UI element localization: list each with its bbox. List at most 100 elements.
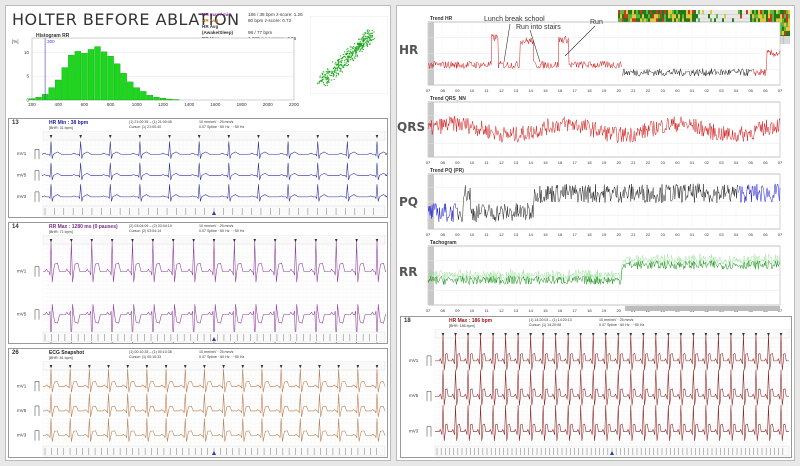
beat-marker: [90, 239, 94, 243]
strip-cursor: Cursor: (1) 00:10:33: [129, 355, 162, 359]
heatmap-cell: [752, 10, 754, 15]
scatter-point: [348, 50, 350, 52]
scatter-point: [354, 57, 356, 59]
scatter-point: [329, 74, 331, 76]
heatmap-cell: [698, 14, 700, 19]
scatter-point: [340, 63, 342, 66]
heatmap-cell: [634, 10, 636, 15]
heatmap-cell: [736, 18, 738, 23]
beat-marker: [212, 239, 216, 243]
heatmap-cell: [704, 10, 706, 15]
scatter-point: [358, 38, 360, 41]
histogram-xtick: 1800: [237, 102, 248, 107]
heatmap-cell: [720, 10, 722, 15]
strip-filter: 0.07 Spline · 60 Hz · ~50 Hz: [199, 229, 245, 233]
beat-marker: [355, 239, 358, 243]
lead-label: mV3: [409, 429, 419, 434]
trend-time-tick: 11: [485, 232, 490, 237]
heatmap-cell: [710, 10, 712, 15]
heatmap-cell: [786, 22, 788, 27]
trend-sleep-bar: [625, 306, 780, 311]
trend-time-tick: 13: [514, 160, 519, 165]
histogram-bar: [166, 98, 173, 101]
scatter-point: [366, 29, 368, 31]
trend-name: Tachogram: [430, 240, 457, 246]
scatter-point: [335, 76, 337, 78]
trend-time-tick: 12: [499, 88, 504, 93]
scatter-point: [339, 68, 341, 70]
beat-marker: [126, 365, 130, 369]
scatter-point: [333, 67, 335, 69]
heatmap-cell: [630, 10, 632, 15]
trend-time-tick: 08: [440, 232, 445, 237]
trend-time-tick: 17: [572, 88, 577, 93]
calibration-pulse: [34, 381, 40, 392]
scatter-point: [347, 61, 350, 63]
heatmap-cell: [788, 26, 790, 31]
scatter-point: [367, 45, 369, 47]
beat-marker: [253, 239, 257, 243]
heatmap-cell: [680, 10, 682, 15]
heatmap-cell: [686, 14, 688, 19]
heatmap-cell: [684, 18, 686, 23]
trend-time-tick: 10: [470, 160, 475, 165]
heatmap-cell: [788, 14, 790, 19]
ecg-trace: [43, 241, 386, 283]
scatter-point: [361, 45, 364, 47]
scatter-point: [335, 75, 338, 77]
heatmap-cell: [676, 14, 678, 19]
scatter-point: [343, 66, 345, 68]
heatmap-cell: [782, 31, 784, 36]
annotation-run: Run: [590, 19, 603, 26]
cursor-marker: [212, 211, 216, 215]
heatmap-cell: [666, 10, 668, 15]
scatter-point: [362, 48, 365, 51]
calibration-pulse: [426, 355, 432, 366]
beat-marker: [110, 239, 114, 243]
trend-time-tick: 03: [719, 232, 724, 237]
scatter-point: [336, 73, 338, 75]
scatter-point: [347, 64, 350, 66]
scatter-point: [369, 36, 371, 38]
heatmap-cell: [668, 10, 670, 15]
heatmap-cell: [726, 18, 728, 23]
histogram-xtick: 1200: [158, 102, 169, 107]
heatmap-cell: [634, 14, 636, 19]
trend-time-tick: 17: [572, 232, 577, 237]
heatmap-cell: [720, 18, 722, 23]
heatmap-cell: [672, 18, 674, 23]
heatmap-cell: [784, 22, 786, 27]
calibration-pulse: [34, 266, 40, 277]
histogram-bar: [94, 46, 101, 101]
trend-time-tick: 08: [440, 308, 445, 313]
scatter-point: [356, 45, 358, 48]
heatmap-cell: [658, 18, 660, 23]
trend-time-tick: 07: [426, 232, 431, 237]
scatter-point: [327, 80, 329, 83]
scatter-point: [369, 42, 371, 44]
heatmap-cell: [738, 14, 740, 19]
trend-time-tick: 18: [587, 232, 592, 237]
beat-marker: [203, 365, 206, 369]
heatmap-cell: [784, 31, 786, 36]
lead-label: mV1: [409, 358, 419, 363]
trend-time-tick: 15: [543, 232, 548, 237]
trend-series-c: [752, 49, 781, 76]
trend-name: Trend QRS_NN: [430, 96, 466, 102]
heatmap-cell: [668, 18, 670, 23]
heatmap-cell: [688, 18, 690, 23]
trend-series-upper: [427, 253, 781, 282]
beat-marker: [316, 135, 320, 139]
scatter-point: [371, 29, 373, 32]
heatmap-cell: [734, 14, 736, 19]
heatmap-cell: [654, 14, 656, 19]
trend-time-tick: 07: [778, 88, 783, 93]
heatmap-cell: [730, 18, 732, 23]
scatter-point: [340, 61, 342, 63]
side-label-qrs: QRS: [397, 120, 426, 134]
scatter-point: [317, 82, 319, 84]
scatter-point: [356, 47, 358, 49]
heatmap-cell: [782, 22, 784, 27]
scatter-point: [367, 36, 369, 38]
scatter-point: [335, 61, 337, 64]
